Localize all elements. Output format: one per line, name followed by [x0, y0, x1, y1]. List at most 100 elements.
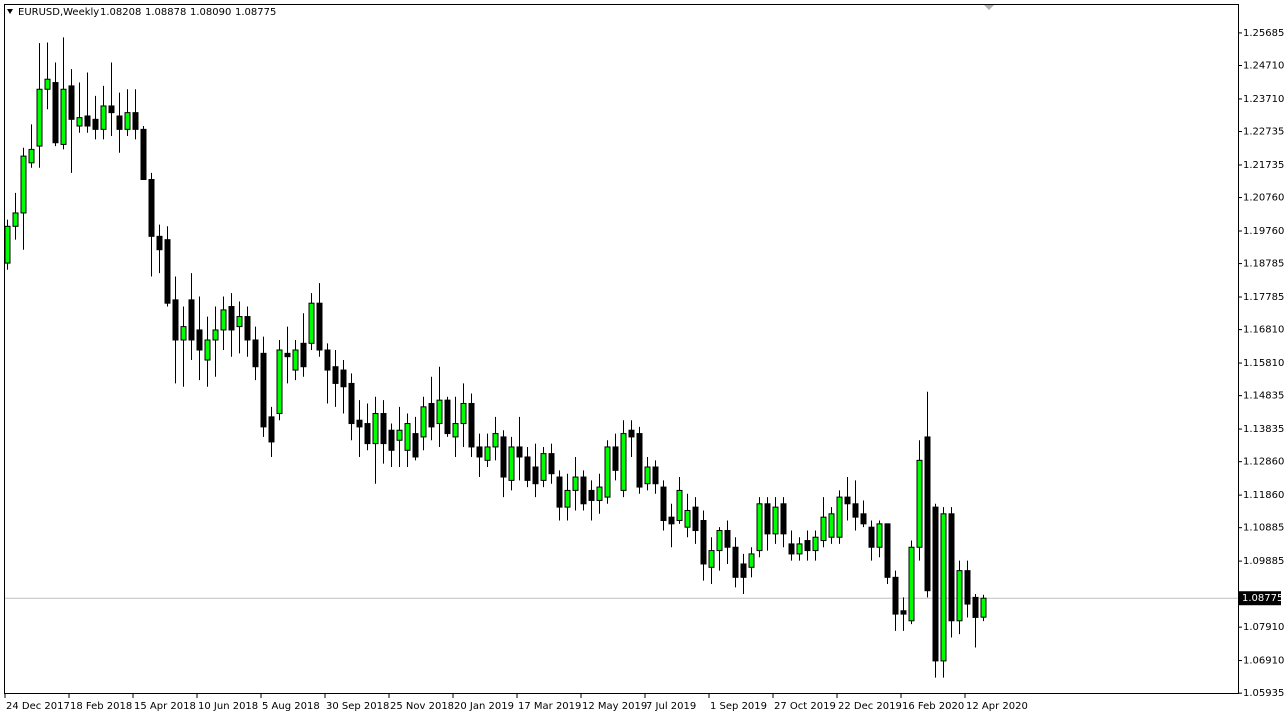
- candle-body-down: [588, 489, 595, 501]
- candle-body-down: [932, 506, 939, 662]
- candle-body-up: [812, 536, 819, 552]
- candle-body-up: [916, 459, 923, 548]
- candle-body-down: [860, 513, 867, 525]
- y-tick-label: 1.25685: [1243, 28, 1284, 39]
- y-tick-label: 1.09885: [1243, 556, 1284, 567]
- candle-body-down: [964, 570, 971, 605]
- candle-body-down: [532, 466, 539, 485]
- candle-body-down: [556, 476, 563, 508]
- candle-body-up: [828, 513, 835, 538]
- candle-body-down: [188, 299, 195, 341]
- y-tick-label: 1.22735: [1243, 127, 1284, 138]
- y-tick-label: 1.23710: [1243, 94, 1284, 105]
- candle-body-down: [260, 352, 267, 428]
- candle-body-up: [420, 406, 427, 438]
- candle-body-up: [716, 530, 723, 552]
- candle-body-up: [460, 402, 467, 425]
- candle-body-down: [892, 576, 899, 615]
- candle-body-up: [836, 496, 843, 538]
- candle-body-down: [844, 496, 851, 505]
- candle-body-down: [428, 402, 435, 428]
- plot-frame: [4, 4, 1239, 694]
- candle-body-down: [156, 235, 163, 251]
- candle-body-down: [468, 402, 475, 448]
- candle-body-up: [708, 550, 715, 568]
- candle-body-down: [948, 513, 955, 622]
- candle-body-up: [12, 212, 19, 227]
- candle-body-down: [348, 382, 355, 425]
- candle-body-up: [644, 466, 651, 485]
- x-tick-label: 16 Feb 2020: [902, 701, 964, 712]
- candle-body-down: [668, 516, 675, 525]
- candle-body-down: [884, 523, 891, 578]
- ohlc-high: 1.08878: [145, 7, 186, 18]
- candle-body-up: [940, 513, 947, 662]
- candle-body-up: [308, 302, 315, 344]
- candle-body-down: [332, 366, 339, 384]
- y-tick-label: 1.24710: [1243, 61, 1284, 72]
- candles: [4, 37, 987, 678]
- x-tick-label: 24 Dec 2017: [6, 701, 70, 712]
- candle-body-up: [908, 546, 915, 622]
- x-tick-label: 15 Apr 2018: [134, 701, 196, 712]
- candle-body-up: [436, 399, 443, 425]
- candle-body-down: [364, 423, 371, 445]
- candle-body-down: [580, 476, 587, 505]
- x-tick-label: 17 Mar 2019: [518, 701, 581, 712]
- candle-body-up: [36, 88, 43, 147]
- candle-body-down: [140, 128, 147, 181]
- candle-body-up: [28, 148, 35, 164]
- y-tick-label: 1.07910: [1243, 622, 1284, 633]
- candle-body-down: [524, 456, 531, 481]
- candle-body-down: [244, 316, 251, 341]
- x-tick-label: 5 Aug 2018: [262, 701, 320, 712]
- y-tick-label: 1.18785: [1243, 259, 1284, 270]
- chart-shift-marker[interactable]: [984, 5, 994, 10]
- x-tick-label: 10 Jun 2018: [198, 701, 258, 712]
- y-tick-label: 1.05935: [1243, 688, 1284, 699]
- candle-body-up: [44, 78, 51, 90]
- candle-body-up: [572, 476, 579, 491]
- candle-body-down: [628, 429, 635, 438]
- candle-body-up: [756, 503, 763, 552]
- candle-body-down: [380, 413, 387, 445]
- candle-body-up: [404, 423, 411, 451]
- candle-body-down: [764, 503, 771, 535]
- candle-body-down: [500, 436, 507, 478]
- candle-body-up: [876, 523, 883, 548]
- ohlc-open: 1.08208: [100, 7, 141, 18]
- candle-body-up: [452, 423, 459, 438]
- symbol-menu-arrow[interactable]: [7, 9, 13, 14]
- candle-body-down: [780, 503, 787, 535]
- candle-body-down: [356, 419, 363, 428]
- x-tick-label: 22 Dec 2019: [838, 701, 902, 712]
- candle-body-down: [92, 118, 99, 130]
- candle-body-down: [732, 546, 739, 578]
- candle-body-down: [972, 596, 979, 618]
- candle-body-up: [100, 105, 107, 130]
- candle-body-up: [292, 349, 299, 371]
- candle-body-down: [724, 530, 731, 548]
- ohlc-close: 1.08775: [235, 7, 276, 18]
- y-tick-label: 1.15810: [1243, 358, 1284, 369]
- candle-body-down: [116, 115, 123, 130]
- candle-body-down: [300, 342, 307, 368]
- candle-body-down: [148, 179, 155, 237]
- y-tick-label: 1.12860: [1243, 457, 1284, 468]
- y-tick-label: 1.19760: [1243, 226, 1284, 237]
- x-tick-label: 7 Jul 2019: [646, 701, 696, 712]
- candle-body-up: [236, 316, 243, 328]
- y-tick-label: 1.10885: [1243, 523, 1284, 534]
- current-price-box: [1239, 591, 1281, 606]
- candle-body-up: [684, 509, 691, 528]
- candle-body-down: [868, 526, 875, 548]
- y-tick-label: 1.16810: [1243, 325, 1284, 336]
- candle-body-down: [228, 306, 235, 331]
- candle-body-down: [924, 436, 931, 592]
- candle-body-up: [956, 570, 963, 622]
- y-tick-label: 1.11860: [1243, 490, 1284, 501]
- candle-body-up: [604, 446, 611, 498]
- x-tick-label: 25 Nov 2018: [390, 701, 454, 712]
